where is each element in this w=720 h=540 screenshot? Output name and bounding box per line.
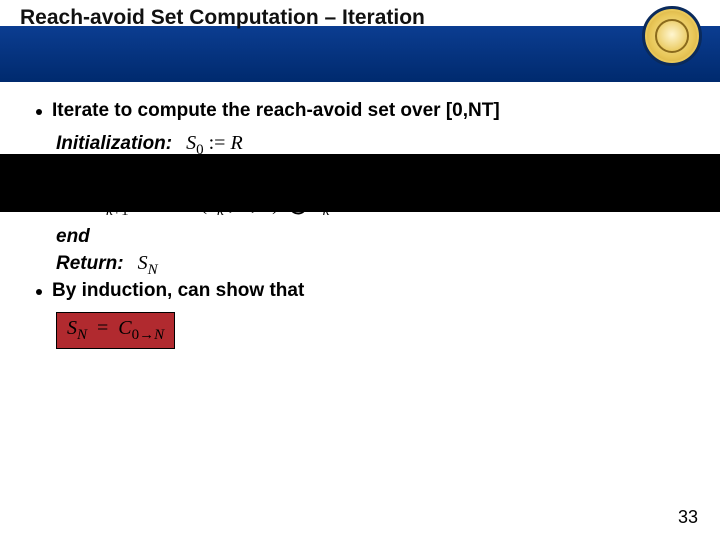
slide-title: Reach-avoid Set Computation – Iteration [20, 6, 425, 30]
algo-for-rhs: N − 1 [175, 163, 220, 186]
reach-avoid-op: ℛ𝒜 [165, 193, 200, 215]
algo-return-line: Return: SN [56, 252, 684, 279]
algorithm-block: Initialization: S0 := R for k = 0 to N −… [56, 132, 684, 262]
page-number: 33 [678, 507, 698, 528]
bullet-dot-icon [36, 109, 42, 115]
algo-update-line: Sk+1 := ℛ𝒜(Sk , A, T) ⋃ Sk [96, 190, 684, 220]
slide-body: Iterate to compute the reach-avoid set o… [36, 100, 684, 349]
algo-for-label: for [56, 164, 81, 186]
algo-end-label: end [56, 226, 90, 248]
bullet-1-text: Iterate to compute the reach-avoid set o… [52, 100, 500, 122]
title-band: Reach-avoid Set Computation – Iteration [0, 0, 720, 82]
induction-result-box: SN = C0→N [56, 312, 175, 349]
university-seal-icon [642, 6, 702, 66]
algo-init-line: Initialization: S0 := R [56, 132, 684, 159]
bullet-2: By induction, can show that [36, 280, 684, 302]
algo-for-lhs: k = 0 [91, 163, 131, 186]
algo-update-math: Sk+1 := ℛ𝒜(Sk , A, T) ⋃ Sk [96, 190, 329, 220]
seal-inner-icon [655, 19, 689, 53]
algo-end-line: end [56, 226, 684, 248]
highlight-row: SN = C0→N [56, 312, 684, 349]
induction-result-math: SN = C0→N [67, 317, 164, 339]
algo-return-math: SN [138, 252, 158, 279]
bullet-1: Iterate to compute the reach-avoid set o… [36, 100, 684, 122]
bullet-dot-icon [36, 289, 42, 295]
algo-for-line: for k = 0 to N − 1 [56, 163, 684, 186]
title-blue-bar [0, 26, 720, 82]
algo-return-label: Return: [56, 253, 124, 275]
algo-init-label: Initialization: [56, 133, 172, 155]
bullet-2-text: By induction, can show that [52, 280, 304, 302]
algo-init-math: S0 := R [186, 132, 243, 159]
algo-to-label: to [144, 164, 162, 186]
slide-root: Reach-avoid Set Computation – Iteration … [0, 0, 720, 540]
